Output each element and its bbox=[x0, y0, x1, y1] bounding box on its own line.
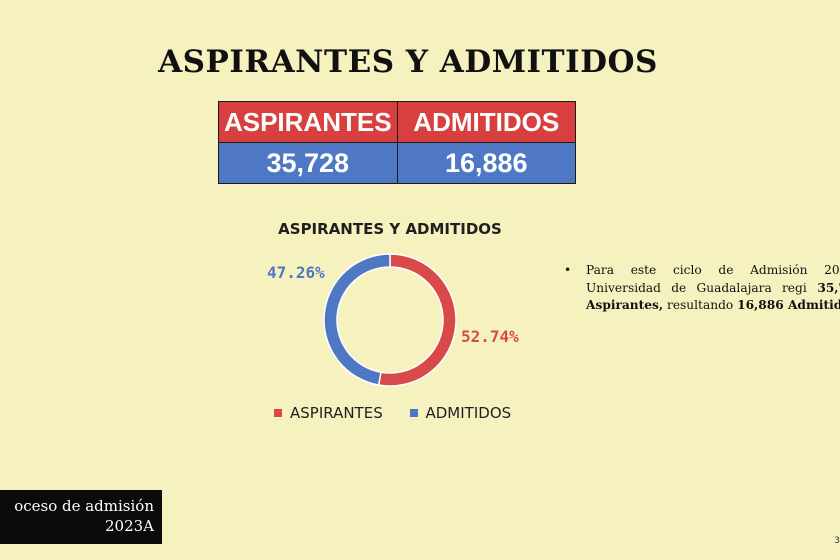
bullet-icon: • bbox=[564, 263, 572, 277]
slice-label-aspirantes: 52.74% bbox=[461, 327, 519, 346]
donut-slice-aspirantes bbox=[377, 253, 457, 387]
legend-swatch-admitidos bbox=[409, 409, 418, 417]
legend-item-admitidos: ADMITIDOS bbox=[409, 404, 512, 422]
summary-admitidos-count: 16,886 Admitidos. bbox=[737, 298, 840, 313]
chart-title: ASPIRANTES Y ADMITIDOS bbox=[278, 220, 502, 238]
summary-paragraph: Para este ciclo de Admisión 2023A Univer… bbox=[586, 262, 840, 315]
slice-label-admitidos: 47.26% bbox=[267, 263, 325, 282]
slide-title: ASPIRANTES Y ADMITIDOS bbox=[158, 44, 658, 80]
footer-line-1: oceso de admisión bbox=[14, 497, 154, 515]
chart-legend: ASPIRANTES ADMITIDOS bbox=[274, 403, 533, 422]
page-number: 3 bbox=[834, 536, 840, 546]
donut-slice-admitidos bbox=[323, 253, 391, 386]
summary-aspirantes-count: 35,728 Aspirantes, bbox=[586, 280, 840, 313]
legend-label-admitidos: ADMITIDOS bbox=[425, 404, 512, 422]
legend-label-aspirantes: ASPIRANTES bbox=[290, 404, 383, 422]
stats-value-row: 35,728 16,886 bbox=[218, 142, 576, 184]
legend-item-aspirantes: ASPIRANTES bbox=[274, 404, 383, 422]
legend-swatch-aspirantes bbox=[274, 409, 282, 417]
stats-header-aspirantes: ASPIRANTES bbox=[218, 101, 398, 143]
stats-value-aspirantes: 35,728 bbox=[218, 142, 398, 184]
summary-text-middle: resultando bbox=[663, 298, 738, 313]
stats-header-row: ASPIRANTES ADMITIDOS bbox=[218, 101, 576, 143]
footer-line-2: 2023A bbox=[104, 517, 154, 535]
summary-note: • Para este ciclo de Admisión 2023A Univ… bbox=[564, 262, 840, 315]
summary-text-intro: Para este ciclo de Admisión 2023A Univer… bbox=[586, 263, 840, 295]
stats-table: ASPIRANTES ADMITIDOS 35,728 16,886 bbox=[218, 101, 576, 184]
stats-header-admitidos: ADMITIDOS bbox=[396, 101, 576, 143]
footer-box: oceso de admisión 2023A bbox=[0, 490, 162, 544]
stats-value-admitidos: 16,886 bbox=[396, 142, 576, 184]
